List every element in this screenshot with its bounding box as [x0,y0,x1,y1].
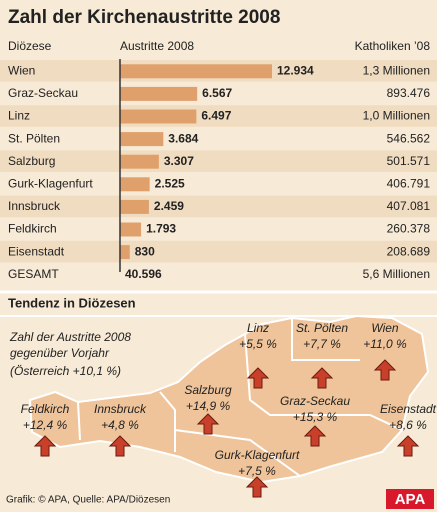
catholics-label: 1,0 Millionen [363,109,430,123]
value-label: 6.567 [202,86,232,100]
austria-map [28,314,430,484]
border [291,318,360,361]
category-label: Salzburg [8,154,55,168]
catholics-label: 546.562 [387,131,431,145]
row-background [0,218,437,240]
catholics-label: 501.571 [387,154,431,168]
trend-arrow [396,435,420,457]
total-label: GESAMT [8,267,59,281]
region-name: Salzburg [184,383,232,397]
credit: Grafik: © APA, Quelle: APA/Diözesen [6,495,170,506]
region-change: +14,9 % [186,399,231,413]
row-background [0,150,437,172]
catholics-label: 260.378 [387,222,431,236]
row-background [0,127,437,150]
region-name: Linz [247,321,269,335]
catholics-label: 407.081 [387,199,431,213]
region-name: Graz-Seckau [280,394,350,408]
logo-box [386,489,434,509]
category-label: Eisenstadt [8,244,65,258]
trend-arrow [303,425,327,447]
total-value: 40.596 [125,267,162,281]
region-name: Wien [371,321,399,335]
map-note: (Österreich +10,1 %) [10,364,121,378]
value-label: 3.684 [168,131,198,145]
title: Zahl der Kirchenaustritte 2008 [8,7,280,28]
category-label: Wien [8,63,35,77]
region-change: +12,4 % [23,418,68,432]
total-catholics: 5,6 Millionen [363,267,430,281]
category-label: Feldkirch [8,222,57,236]
bar [120,64,272,79]
region-name: Feldkirch [21,402,70,416]
catholics-label: 893.476 [387,86,431,100]
region-change: +11,0 % [363,337,407,351]
logo: APA [395,491,426,508]
region-change: +7,5 % [238,464,276,478]
bar [120,132,164,147]
trend-arrow [310,367,334,389]
region-change: +7,7 % [303,337,341,351]
value-label: 2.525 [155,176,185,190]
region-name: St. Pölten [296,321,348,335]
catholics-label: 406.791 [387,176,431,190]
bar [120,109,197,124]
column-header: Katholiken ’08 [355,39,431,53]
row-background [0,173,437,195]
trend-arrow [245,476,269,498]
region-name: Gurk-Klagenfurt [215,448,300,462]
trend-arrow [33,435,57,457]
catholics-label: 208.689 [387,244,431,258]
category-label: Graz-Seckau [8,86,78,100]
border [159,391,176,452]
region-change: +8,6 % [389,418,427,432]
trend-arrow [196,413,220,435]
bar [120,245,130,260]
bar [120,222,142,237]
map-title: Tendenz in Diözesen [8,295,136,310]
row-background [0,82,437,105]
catholics-label: 1,3 Millionen [363,63,430,77]
row-background [0,240,437,263]
row-background [0,263,437,285]
row-background [0,195,437,218]
region-name: Eisenstadt [380,402,437,416]
value-label: 6.497 [201,109,231,123]
bar [120,177,150,192]
column-header: Diözese [8,39,52,53]
map-note: Zahl der Austritte 2008 [9,330,131,344]
trend-arrow [373,359,397,381]
map-note: gegenüber Vorjahr [10,346,110,360]
row-background [0,105,437,127]
region-name: Innsbruck [94,402,147,416]
bar [120,86,198,101]
bar [120,154,159,169]
value-label: 830 [135,244,155,258]
trend-arrow [108,435,132,457]
trend-arrow [246,367,270,389]
region-change: +15,3 % [293,410,338,424]
border [174,429,301,477]
category-label: Linz [8,109,30,123]
value-label: 1.793 [146,222,176,236]
value-label: 12.934 [277,63,314,77]
border [77,401,81,441]
value-label: 2.459 [154,199,184,213]
region-change: +5,5 % [239,337,277,351]
category-label: Gurk-Klagenfurt [8,176,93,190]
value-label: 3.307 [164,154,194,168]
map [28,314,430,484]
category-label: St. Pölten [8,131,60,145]
category-label: Innsbruck [8,199,61,213]
region-change: +4,8 % [101,418,139,432]
column-header: Austritte 2008 [120,39,194,53]
bar [120,199,149,214]
